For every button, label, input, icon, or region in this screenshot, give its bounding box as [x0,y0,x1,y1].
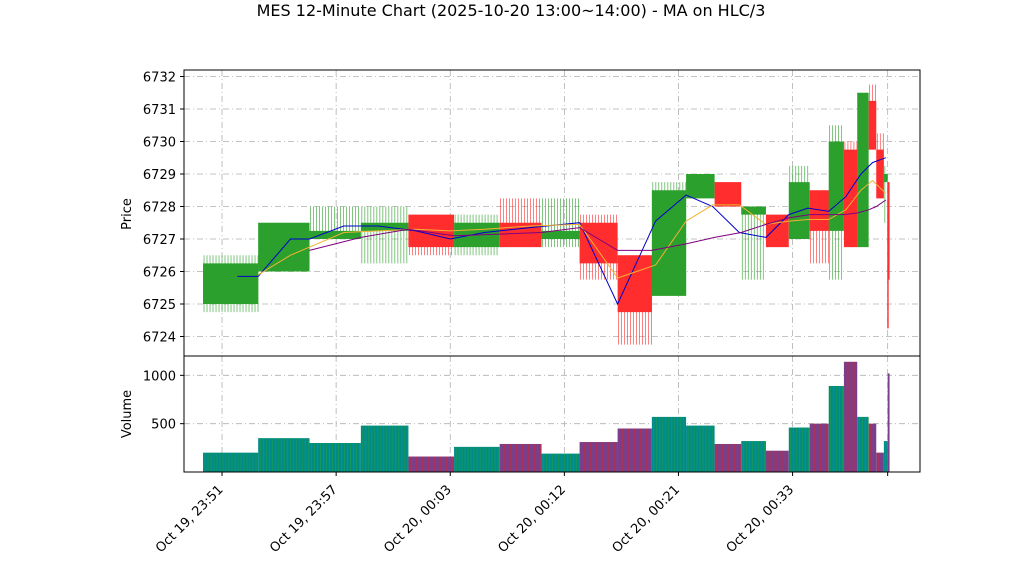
candle-body [579,222,618,264]
candle-body [651,190,687,296]
x-tick-label: Oct 20, 00:33 [724,482,797,555]
candle-body [741,206,766,215]
volume-panel-frame [183,355,921,473]
x-tick-label: Oct 19, 23:51 [153,482,226,555]
candle-body [843,149,858,248]
candle-body [686,174,715,199]
candle-body [617,255,652,313]
volume-bar [258,438,310,472]
volume-bar [741,441,766,472]
volume-bar [541,453,580,472]
price-axis-label: Price [120,198,135,230]
candle-body [876,149,884,199]
price-tick-label: 6725 [143,298,176,313]
chart-title: MES 12-Minute Chart (2025-10-20 13:00~14… [257,1,766,20]
volume-bar [499,443,542,472]
candle-body [868,100,877,150]
candle-body [541,230,580,239]
volume-bar [828,385,844,472]
volume-bar [868,423,877,472]
volume-bar [686,425,715,472]
volume-bar [788,427,810,472]
volume-bar [876,452,884,472]
candle-body [828,141,844,231]
volume-bars [203,361,890,472]
volume-bar [714,443,742,472]
volume-axis-label: Volume [120,390,135,438]
candle-body [857,92,869,248]
price-tick-label: 6727 [143,233,176,248]
volume-bar [765,450,789,472]
price-tick-label: 6731 [143,103,176,118]
x-tick-label: Oct 20, 00:21 [610,482,683,555]
price-y-axis: 6724 6725 6726 6727 6728 6729 6730 6731 6732 [143,71,184,346]
x-tick-label: Oct 20, 00:03 [381,482,454,555]
volume-bar [579,442,618,472]
price-tick-label: 6732 [143,71,176,86]
price-tick-label: 6729 [143,168,176,183]
candle-body [203,263,259,304]
volume-tick-label: 500 [151,418,176,433]
moving-average-lines [237,157,887,306]
price-tick-label: 6730 [143,136,176,151]
moving-average-ma_fast [237,157,886,306]
candle-body [309,230,361,239]
volume-tick-label: 1000 [143,369,176,384]
volume-bar [887,373,890,472]
x-tick-label: Oct 20, 00:12 [495,482,568,555]
price-tick-label: 6726 [143,266,176,281]
price-tick-label: 6724 [143,331,176,346]
candle-body [714,182,742,207]
volume-bar [809,423,829,472]
price-tick-label: 6728 [143,201,176,216]
price-candles [203,84,890,345]
candle-body [765,214,789,248]
volume-y-axis: 500 1000 [143,369,184,433]
x-tick-label: Oct 19, 23:57 [267,482,340,555]
candle-body [883,174,888,183]
x-axis: Oct 19, 23:51 Oct 19, 23:57 Oct 20, 00:03 O… [153,472,889,556]
moving-average-ma_slow [309,199,887,251]
volume-bar [360,425,409,472]
volume-bar [843,361,858,472]
candle-body [887,182,890,280]
volume-bar [309,443,361,472]
volume-bar [857,416,869,472]
candle-body [809,190,829,231]
